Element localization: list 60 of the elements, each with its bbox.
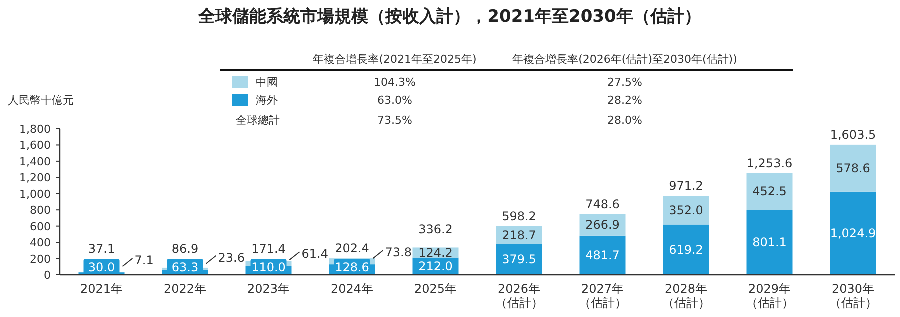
total-label: 86.9 xyxy=(172,242,199,256)
x-tick-label: 2028年（估計） xyxy=(662,282,710,310)
x-tick-label: 2029年（估計） xyxy=(746,282,794,310)
legend-label: 海外 xyxy=(256,94,278,107)
total-label: 971.2 xyxy=(669,179,704,194)
y-tick-label: 1,800 xyxy=(20,123,51,136)
text: 28.0% xyxy=(608,114,642,127)
data-label: 801.1 xyxy=(752,236,787,250)
x-tick-label: 2021年 xyxy=(79,282,124,296)
data-label: 481.7 xyxy=(586,248,620,262)
total-label: 598.2 xyxy=(502,209,536,224)
x-tick-label: 2025年 xyxy=(413,282,458,296)
chart-title: 全球儲能系統市場規模（按收入計），2021年至2030年（估計） xyxy=(198,7,702,27)
y-tick-label: 0 xyxy=(44,269,51,282)
data-label: 73.8 xyxy=(385,246,412,260)
data-label: 578.6 xyxy=(836,161,870,176)
text: 104.3% xyxy=(374,76,416,89)
y-axis-title: 人民幣十億元 xyxy=(8,94,74,107)
total-label: 336.2 xyxy=(418,222,453,237)
y-tick-label: 1,000 xyxy=(20,188,51,201)
data-label: 7.1 xyxy=(134,254,154,268)
y-tick-label: 800 xyxy=(30,204,51,218)
y-tick-label: 1,600 xyxy=(20,139,51,152)
y-tick-label: 200 xyxy=(30,252,51,266)
data-label: 452.5 xyxy=(752,184,787,199)
y-tick-label: 400 xyxy=(30,236,51,250)
data-label: 124.2 xyxy=(418,246,453,260)
text: 28.2% xyxy=(608,94,642,107)
text: 年複合增長率(2026年(估計)至2030年(估計)) xyxy=(512,53,738,66)
data-label: 218.7 xyxy=(502,228,536,242)
text: 年複合增長率(2021年至2025年) xyxy=(313,53,477,66)
total-label: 37.1 xyxy=(88,242,116,256)
data-label: 352.0 xyxy=(669,204,704,218)
x-tick-label: 2023年 xyxy=(246,282,292,296)
legend-label: 中國 xyxy=(256,76,278,89)
data-label: 61.4 xyxy=(302,247,328,262)
total-label: 171.4 xyxy=(252,242,286,256)
text: 63.0% xyxy=(378,94,412,107)
x-tick-label: 2027年（估計） xyxy=(578,282,627,310)
total-label: 202.4 xyxy=(335,242,370,256)
x-tick-label: 2030年（估計） xyxy=(829,282,878,310)
data-label: 379.5 xyxy=(502,252,536,267)
total-label: 1,603.5 xyxy=(830,128,876,142)
y-tick-label: 600 xyxy=(30,220,51,234)
x-tick-label: 2024年 xyxy=(330,282,375,296)
y-tick-label: 1,200 xyxy=(20,172,51,185)
data-label: 266.9 xyxy=(586,218,620,232)
data-label: 23.6 xyxy=(218,250,245,265)
x-tick-label: 2026年（估計） xyxy=(495,282,544,310)
data-label: 619.2 xyxy=(669,242,704,257)
data-label: 30.0 xyxy=(88,260,116,274)
text: 27.5% xyxy=(608,76,642,89)
y-tick-label: 1,400 xyxy=(20,155,51,168)
x-tick-label: 2022年 xyxy=(162,282,208,296)
text: 73.5% xyxy=(378,114,412,127)
text: 全球總計 xyxy=(236,114,280,127)
data-label: 212.0 xyxy=(418,259,453,274)
data-label: 1,024.9 xyxy=(830,226,876,240)
total-label: 1,253.6 xyxy=(746,156,793,170)
total-label: 748.6 xyxy=(586,197,620,212)
